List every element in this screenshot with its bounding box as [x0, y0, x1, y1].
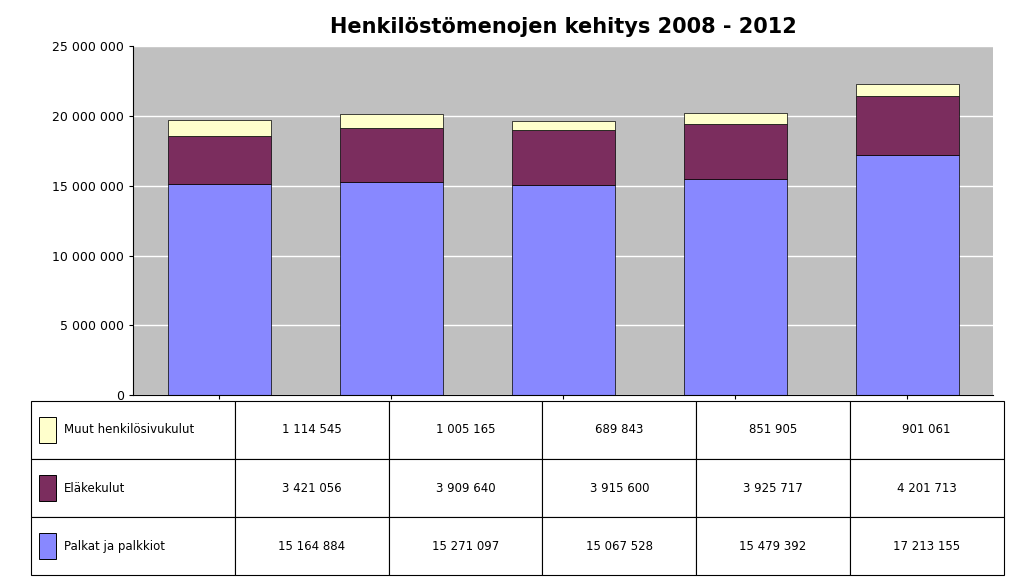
Bar	[168, 136, 270, 184]
Text: 3 909 640: 3 909 640	[436, 482, 496, 494]
Title: Henkilöstömenojen kehitys 2008 - 2012: Henkilöstömenojen kehitys 2008 - 2012	[330, 17, 797, 37]
Bar	[39, 533, 56, 559]
Bar	[850, 517, 1004, 575]
Bar	[543, 517, 696, 575]
Bar	[684, 113, 786, 124]
Text: 15 271 097: 15 271 097	[432, 540, 499, 553]
Bar	[696, 401, 850, 459]
Bar	[512, 185, 614, 395]
Bar	[39, 475, 56, 501]
Text: 901 061: 901 061	[902, 424, 951, 436]
Bar	[512, 121, 614, 130]
Bar	[168, 184, 270, 395]
Bar	[39, 417, 56, 443]
Bar	[696, 459, 850, 517]
Bar	[543, 401, 696, 459]
Text: 15 164 884: 15 164 884	[279, 540, 345, 553]
Bar	[684, 124, 786, 179]
Text: Muut henkilösivukulut: Muut henkilösivukulut	[63, 424, 194, 436]
Bar	[340, 114, 442, 128]
Bar	[340, 128, 442, 182]
Bar	[696, 517, 850, 575]
Text: 1 114 545: 1 114 545	[282, 424, 342, 436]
Bar	[389, 401, 543, 459]
Bar	[389, 459, 543, 517]
Bar	[856, 96, 958, 155]
Text: 15 479 392: 15 479 392	[739, 540, 807, 553]
Text: 15 067 528: 15 067 528	[586, 540, 652, 553]
Text: 17 213 155: 17 213 155	[893, 540, 961, 553]
Text: 3 925 717: 3 925 717	[743, 482, 803, 494]
Bar	[850, 401, 1004, 459]
Bar	[850, 459, 1004, 517]
Bar	[856, 84, 958, 96]
Bar	[543, 459, 696, 517]
Bar	[168, 120, 270, 136]
Text: 4 201 713: 4 201 713	[897, 482, 956, 494]
Text: 3 421 056: 3 421 056	[282, 482, 342, 494]
Text: 689 843: 689 843	[595, 424, 643, 436]
Text: 1 005 165: 1 005 165	[436, 424, 496, 436]
Text: Palkat ja palkkiot: Palkat ja palkkiot	[63, 540, 165, 553]
Bar	[31, 459, 234, 517]
Bar	[856, 155, 958, 395]
Bar	[31, 517, 234, 575]
Text: Eläkekulut: Eläkekulut	[63, 482, 125, 494]
Text: 851 905: 851 905	[749, 424, 797, 436]
Bar	[234, 517, 389, 575]
Bar	[512, 130, 614, 185]
Bar	[684, 179, 786, 395]
Bar	[234, 401, 389, 459]
Text: 3 915 600: 3 915 600	[590, 482, 649, 494]
Bar	[234, 459, 389, 517]
Bar	[389, 517, 543, 575]
Bar	[340, 182, 442, 395]
Bar	[31, 401, 234, 459]
